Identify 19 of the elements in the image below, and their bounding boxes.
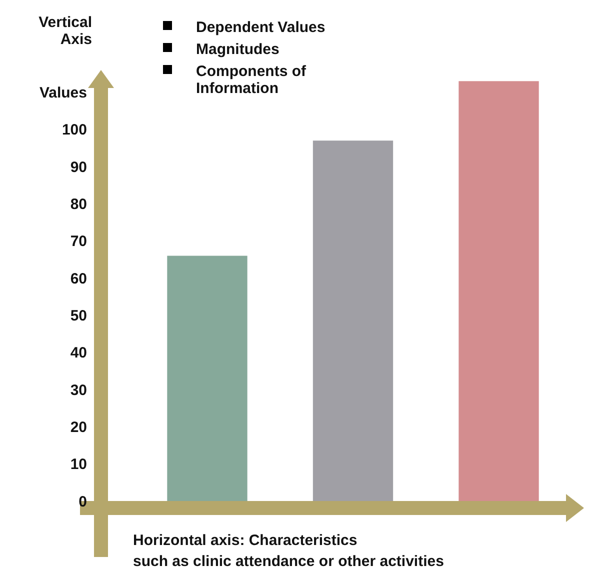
y-tick-label: 10 bbox=[70, 456, 87, 474]
y-axis-title: Vertical Axis bbox=[38, 14, 92, 48]
x-axis-title: Horizontal axis: Characteristics such as clinic attendance or other activities bbox=[133, 532, 444, 570]
y-tick-label: 80 bbox=[70, 196, 87, 214]
y-tick-label: 50 bbox=[70, 307, 87, 324]
y-tick-label: 60 bbox=[70, 270, 87, 288]
y-tick-label: 20 bbox=[70, 418, 87, 436]
y-tick-label: 100 bbox=[62, 122, 87, 139]
y-tick-label: 70 bbox=[70, 233, 87, 250]
text: Magnitudes bbox=[196, 41, 280, 58]
bar bbox=[167, 256, 248, 501]
y-tick-label: 40 bbox=[70, 344, 87, 362]
bar bbox=[312, 140, 394, 501]
text: Dependent Values bbox=[196, 19, 326, 36]
y-tick-label: 90 bbox=[70, 158, 87, 176]
y-tick-label: Values bbox=[39, 84, 87, 102]
y-tick-label: 30 bbox=[70, 382, 87, 399]
annotation: Components of Information bbox=[196, 63, 307, 97]
bar bbox=[458, 81, 539, 501]
